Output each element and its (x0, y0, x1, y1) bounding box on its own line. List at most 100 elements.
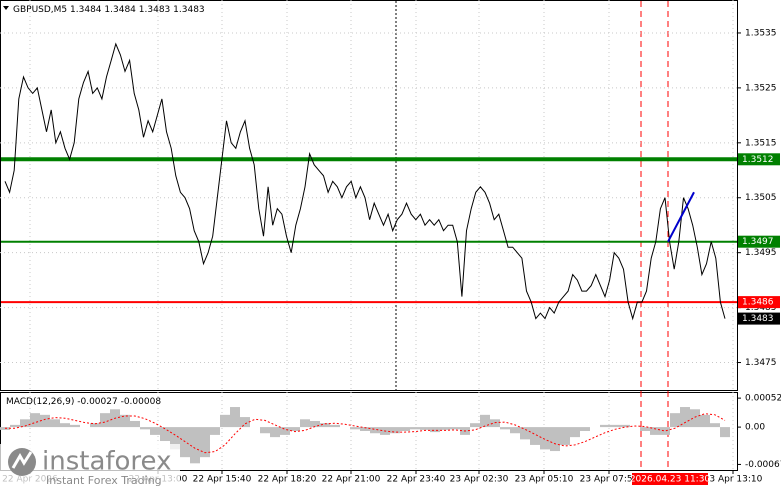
macd-name: MACD(12,26,9) (6, 397, 74, 407)
y-tick-label: 1.3475 (745, 358, 777, 368)
macd-bar (370, 427, 380, 434)
macd-bar (410, 427, 420, 430)
signal-line (5, 413, 726, 454)
macd-bar (640, 427, 650, 431)
macd-bar (530, 427, 540, 445)
macd-bar (120, 414, 130, 428)
symbol: GBPUSD,M5 (13, 5, 67, 15)
macd-bar (170, 427, 180, 450)
macd-bar (20, 419, 30, 428)
macd-value: -0.00027 (77, 397, 117, 407)
macd-bar (430, 427, 440, 433)
x-tick-label: 22 Apr 21:00 (322, 475, 381, 485)
x-tick-label: 23 Apr 05:10 (515, 475, 574, 485)
macd-bar (270, 427, 280, 438)
macd-bar (400, 427, 410, 431)
macd-bar (260, 427, 270, 434)
last-price-label: 1.3483 (742, 314, 774, 324)
y-tick-label: 1.3525 (745, 83, 777, 93)
macd-bar (290, 427, 300, 431)
macd-header: MACD(12,26,9) -0.00027 -0.00008 (6, 397, 161, 407)
level-label: 1.3486 (742, 298, 774, 308)
macd-bar (510, 427, 520, 434)
signal-value: -0.00008 (121, 397, 162, 407)
macd-bar (470, 423, 480, 428)
macd-bar (320, 423, 330, 428)
macd-bar (480, 414, 490, 428)
y-tick-label: 1.3515 (745, 138, 777, 148)
macd-bar (90, 423, 100, 428)
y-tick-label: 1.3505 (745, 193, 777, 203)
macd-bar (60, 423, 70, 428)
y-tick-label: -0.00067 (745, 460, 781, 470)
price-frame (0, 0, 738, 391)
macd-bar (420, 427, 430, 430)
macd-bar (620, 424, 630, 428)
x-tick-label: 23 Apr 02:30 (450, 475, 509, 485)
macd-bar (350, 427, 360, 430)
low: 1.3483 (139, 5, 171, 15)
macd-bar (390, 427, 400, 434)
level-label-box (738, 235, 780, 248)
menu-arrow (3, 6, 9, 10)
macd-bar (230, 407, 240, 428)
macd-bar (220, 414, 230, 428)
macd-bar (150, 427, 160, 435)
logo-tagline: Instant Forex Trading (46, 474, 162, 487)
y-tick-label: 1.3495 (745, 248, 777, 258)
macd-bar (130, 420, 140, 428)
macd-bar (690, 409, 700, 428)
macd-bar (70, 424, 80, 428)
x-tick-label: 22 Apr 18:20 (258, 475, 317, 485)
chart-header: GBPUSD,M5 1.3484 1.3484 1.3483 1.3483 (13, 5, 205, 15)
macd-bar (300, 419, 310, 428)
macd-bar (30, 413, 40, 428)
macd-bar (580, 427, 590, 431)
macd-bar (500, 427, 510, 430)
macd-bar (660, 427, 670, 435)
macd-bar (610, 424, 620, 428)
macd-bar (200, 427, 210, 458)
last-price-label-box (738, 312, 780, 325)
macd-bar (360, 427, 370, 431)
macd-bar (680, 407, 690, 428)
macd-bar (240, 417, 250, 428)
level-label: 1.3512 (742, 155, 774, 165)
level-label-box (738, 296, 780, 309)
macd-bar (330, 424, 340, 428)
macd-bar (710, 423, 720, 428)
macd-bar (100, 413, 110, 428)
y-tick-label: 1.3535 (745, 28, 777, 38)
high: 1.3484 (104, 5, 136, 15)
macd-bar (310, 420, 320, 428)
y-tick-label: 0.00052 (745, 394, 781, 404)
macd-bar (40, 414, 50, 428)
x-tick-label: 22 Apr 23:40 (387, 475, 446, 485)
macd-bar (50, 419, 60, 428)
macd-bar (650, 427, 660, 435)
macd-bar (210, 427, 220, 435)
trendline (667, 191, 695, 243)
macd-bar (160, 427, 170, 442)
open: 1.3484 (70, 5, 102, 15)
level-label: 1.3497 (742, 237, 774, 247)
x-tick-label: 23 Apr 07:50 (580, 475, 639, 485)
x-tick-label: 22 Apr 15:40 (193, 475, 252, 485)
time-marker-label: 2026.04.23 11:30 (630, 475, 711, 485)
y-tick-label: 0.00 (745, 423, 765, 433)
macd-bar (490, 419, 500, 428)
macd-bar (600, 424, 610, 428)
macd-bar (190, 427, 200, 464)
level-label-box (738, 153, 780, 166)
macd-bar (670, 413, 680, 428)
logo-icon-mark (11, 451, 33, 469)
macd-bar (10, 424, 20, 428)
logo-name: instaforex (42, 447, 171, 477)
macd-bar (520, 427, 530, 440)
time-marker-box (632, 473, 708, 485)
macd-bar (550, 427, 560, 452)
macd-frame (0, 392, 738, 471)
